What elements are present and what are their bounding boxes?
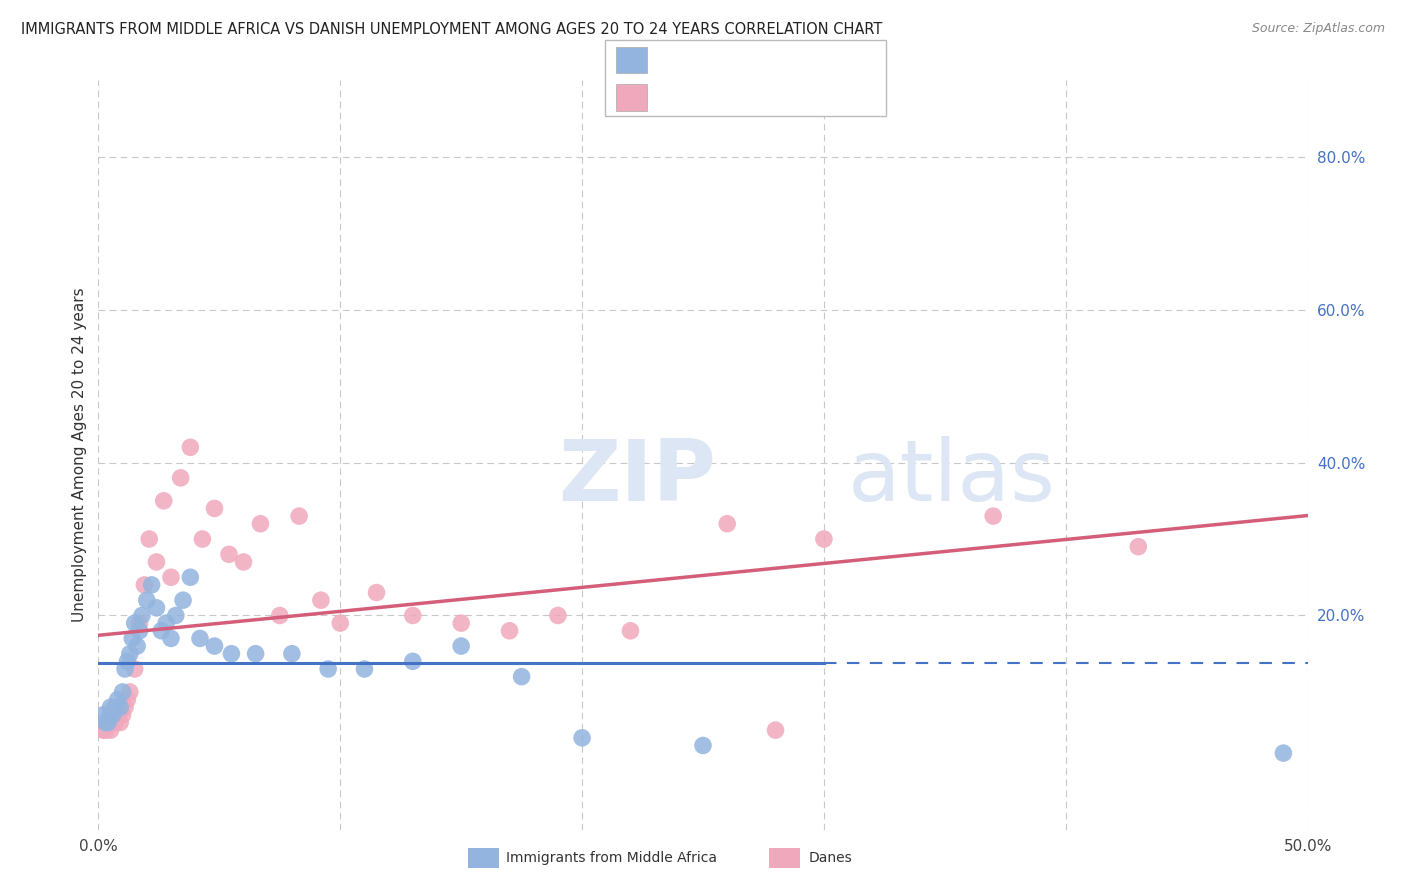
- Text: -0.004: -0.004: [686, 53, 741, 68]
- Point: [101, 707, 124, 722]
- Point: [249, 516, 271, 531]
- Point: [114, 662, 136, 676]
- Point: [100, 723, 122, 738]
- Point: [107, 707, 129, 722]
- Point: [498, 624, 520, 638]
- Point: [118, 647, 141, 661]
- Point: [111, 685, 134, 699]
- Text: ZIP: ZIP: [558, 436, 716, 519]
- Point: [104, 715, 127, 730]
- Point: [1128, 540, 1150, 554]
- Point: [329, 616, 352, 631]
- Point: [165, 608, 187, 623]
- Point: [100, 700, 122, 714]
- Point: [510, 670, 533, 684]
- Point: [128, 624, 150, 638]
- Point: [316, 662, 339, 676]
- Point: [692, 739, 714, 753]
- Point: [135, 593, 157, 607]
- Point: [232, 555, 254, 569]
- Text: 41: 41: [785, 90, 803, 105]
- Text: N =: N =: [751, 53, 787, 68]
- Point: [97, 715, 120, 730]
- Text: 0.330: 0.330: [693, 90, 738, 105]
- Point: [288, 509, 311, 524]
- Point: [114, 700, 136, 714]
- Point: [281, 647, 304, 661]
- Point: [131, 608, 153, 623]
- Point: [108, 715, 131, 730]
- Text: N =: N =: [751, 90, 796, 105]
- Text: atlas: atlas: [848, 436, 1056, 519]
- Point: [152, 493, 174, 508]
- Text: Immigrants from Middle Africa: Immigrants from Middle Africa: [506, 851, 717, 865]
- Text: Source: ZipAtlas.com: Source: ZipAtlas.com: [1251, 22, 1385, 36]
- Point: [188, 632, 211, 646]
- Point: [141, 578, 163, 592]
- Point: [160, 570, 183, 584]
- Point: [128, 616, 150, 631]
- Point: [269, 608, 291, 623]
- Point: [402, 654, 425, 668]
- Point: [981, 509, 1004, 524]
- Text: IMMIGRANTS FROM MIDDLE AFRICA VS DANISH UNEMPLOYMENT AMONG AGES 20 TO 24 YEARS C: IMMIGRANTS FROM MIDDLE AFRICA VS DANISH …: [21, 22, 883, 37]
- Point: [547, 608, 569, 623]
- Text: Danes: Danes: [808, 851, 852, 865]
- Point: [716, 516, 738, 531]
- Point: [127, 639, 149, 653]
- Text: R =: R =: [655, 53, 692, 68]
- Point: [309, 593, 332, 607]
- Point: [117, 654, 139, 668]
- Point: [97, 715, 120, 730]
- Point: [145, 600, 167, 615]
- Text: R =: R =: [655, 90, 700, 105]
- Point: [765, 723, 787, 738]
- Point: [150, 624, 173, 638]
- Point: [179, 440, 201, 454]
- Point: [571, 731, 593, 745]
- Point: [117, 692, 139, 706]
- Point: [108, 700, 131, 714]
- Point: [179, 570, 201, 584]
- Point: [366, 585, 388, 599]
- Point: [402, 608, 425, 623]
- Point: [172, 593, 194, 607]
- Point: [124, 616, 146, 631]
- Point: [121, 632, 143, 646]
- Point: [619, 624, 641, 638]
- Point: [107, 692, 129, 706]
- Point: [204, 501, 226, 516]
- Point: [245, 647, 267, 661]
- Text: 40: 40: [782, 53, 800, 68]
- Point: [450, 639, 472, 653]
- Point: [94, 723, 117, 738]
- Point: [101, 715, 124, 730]
- Point: [353, 662, 375, 676]
- Point: [169, 471, 191, 485]
- Point: [191, 532, 214, 546]
- Point: [124, 662, 146, 676]
- Y-axis label: Unemployment Among Ages 20 to 24 years: Unemployment Among Ages 20 to 24 years: [72, 287, 87, 623]
- Point: [118, 685, 141, 699]
- Point: [91, 723, 114, 738]
- Point: [155, 616, 177, 631]
- Point: [100, 707, 122, 722]
- Point: [145, 555, 167, 569]
- Point: [111, 707, 134, 722]
- Point: [204, 639, 226, 653]
- Point: [1272, 746, 1295, 760]
- Point: [813, 532, 835, 546]
- Point: [94, 715, 117, 730]
- Point: [91, 707, 114, 722]
- Point: [138, 532, 160, 546]
- Point: [160, 632, 183, 646]
- Point: [104, 700, 127, 714]
- Point: [450, 616, 472, 631]
- Point: [134, 578, 156, 592]
- Point: [218, 547, 240, 561]
- Point: [221, 647, 243, 661]
